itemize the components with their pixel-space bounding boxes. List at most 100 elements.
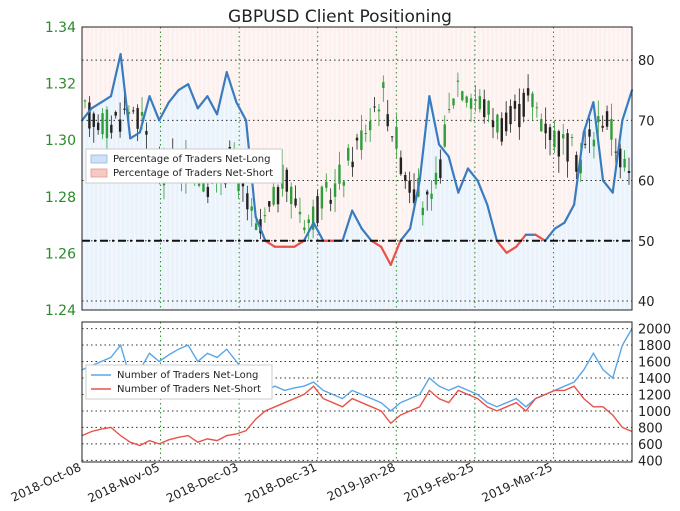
top-legend: Percentage of Traders Net-Long Percentag… [85,148,283,184]
net-long-line-segment [80,107,93,122]
candle-body [619,148,622,168]
candle-body [355,137,359,141]
candle-body [540,119,543,132]
candle-body [395,127,398,149]
candle-body [597,116,600,123]
right-axis-tick-label: 70 [638,114,655,129]
legend-label-count-short: Number of Traders Net-Short [117,384,261,395]
x-axis-date-label: 2018-Dec-31 [243,460,319,506]
candle-body [526,88,530,96]
candle-body [557,131,561,157]
net-long-line-segment [495,239,508,254]
legend-label-net-long: Percentage of Traders Net-Long [113,154,271,165]
net-long-line-segment [380,245,392,266]
candle-body [478,96,482,110]
candle-body [110,124,113,133]
candle-body [561,134,565,139]
candle-body [140,111,144,116]
bottom-right-axis-tick-label: 400 [638,454,663,469]
candle-body [307,219,310,224]
net-long-line-segment [129,131,141,140]
candle-body [553,130,556,148]
net-long-line-segment [505,245,518,254]
candle-body [114,112,117,116]
candle-body [347,147,350,161]
bottom-right-axis-tick-label: 1600 [638,356,671,371]
bottom-right-axis-tick-label: 1000 [638,405,671,420]
count-short-line [81,385,633,447]
right-axis-tick-label: 80 [638,54,655,69]
candle-body [531,93,534,108]
top-legend-box [85,148,283,184]
candle-body [298,211,302,215]
candle-body [329,199,332,204]
candle-body [509,106,512,125]
left-axis-tick-label: 1.30 [45,133,76,149]
candle-body [316,196,319,224]
bottom-right-axis-tick-label: 600 [638,438,663,453]
candle-body [377,109,381,112]
net-long-line-segment [225,71,238,104]
candle-body [548,127,552,140]
net-long-line-segment [601,179,614,194]
candle-body [83,100,87,102]
candle-body [294,198,297,206]
candle-body [197,183,201,186]
net-long-line-segment [418,95,431,182]
candle-body [351,161,354,168]
candle-body [583,143,587,145]
candle-body [408,180,411,193]
candle-body [496,114,499,133]
net-long-line-segment [187,83,199,110]
candle-body [566,133,569,162]
candle-body [452,98,455,106]
candle-body [311,206,315,230]
candle-body [399,157,403,175]
candle-body [360,130,363,151]
net-long-line-segment [553,221,566,230]
candle-body [289,186,293,205]
net-long-line-segment [544,227,556,242]
net-long-line-segment [621,89,634,122]
candle-body [491,120,495,128]
candle-body [601,125,604,128]
bottom-panel-frame [81,321,633,463]
candle-body [570,136,574,138]
net-long-line-segment [177,83,190,92]
net-long-line-segment [466,167,479,182]
candle-body [575,155,578,172]
candle-body [88,102,91,129]
net-long-line-segment [389,239,402,266]
candle-body [145,131,148,135]
net-long-line-segment [351,209,363,230]
left-axis-tick-label: 1.34 [45,20,76,36]
candle-body [487,100,490,115]
net-long-line-segment [408,179,421,230]
top-panel-frame [81,26,633,311]
candle-body [386,114,389,127]
left-axis-tick-label: 1.32 [45,77,76,93]
candle-body [579,159,582,174]
candle-body [224,183,227,185]
net-long-line-segment [254,215,267,242]
x-axis-date-label: 2019-Jan-28 [325,460,398,504]
candle-body [276,187,280,205]
net-long-line-segment [90,101,103,110]
net-long-line-segment [264,239,277,248]
trader-count-lines [81,328,633,447]
candle-body [338,164,341,184]
net-long-line-segment [428,95,441,146]
candle-body [250,206,253,211]
candle-body [474,99,477,102]
net-long-line-segment [592,101,605,182]
candle-body [132,110,135,112]
candle-body [500,118,503,142]
candle-body [92,113,95,127]
candle-body [430,193,433,199]
candle-body [623,158,626,168]
net-long-line-segment [167,89,180,104]
net-long-line-segment [457,167,470,194]
net-long-line-segment [148,95,161,122]
